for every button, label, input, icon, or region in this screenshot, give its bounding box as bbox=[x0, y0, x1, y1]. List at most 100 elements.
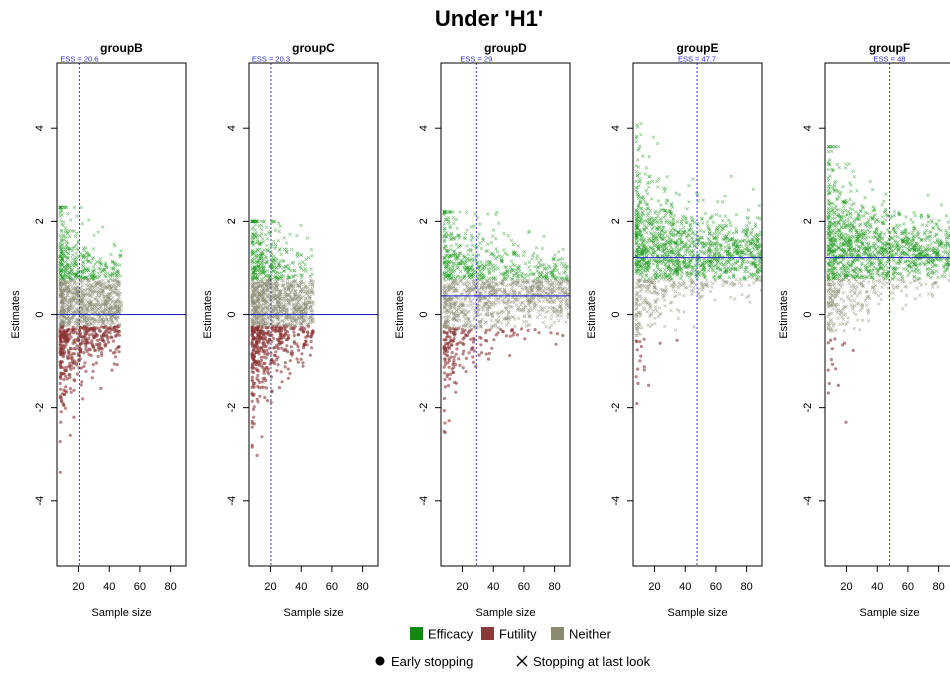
point-last-look bbox=[702, 230, 705, 233]
point-early-stopping bbox=[462, 366, 465, 369]
point-early-stopping bbox=[487, 358, 490, 361]
point-early-stopping bbox=[444, 431, 447, 434]
point-early-stopping bbox=[292, 331, 295, 334]
point-last-look bbox=[452, 216, 455, 219]
point-early-stopping bbox=[98, 342, 101, 345]
point-early-stopping bbox=[59, 388, 62, 391]
point-last-look bbox=[635, 180, 638, 183]
point-last-look bbox=[75, 215, 78, 218]
point-early-stopping bbox=[260, 356, 263, 359]
point-early-stopping bbox=[472, 341, 475, 344]
point-last-look bbox=[523, 277, 526, 280]
point-early-stopping bbox=[274, 330, 277, 333]
point-early-stopping bbox=[59, 471, 62, 474]
point-early-stopping bbox=[69, 387, 72, 390]
point-early-stopping bbox=[471, 355, 474, 358]
point-last-look bbox=[730, 175, 733, 178]
point-last-look bbox=[536, 255, 539, 258]
point-early-stopping bbox=[283, 328, 286, 331]
point-early-stopping bbox=[110, 369, 113, 372]
point-early-stopping bbox=[97, 348, 100, 351]
point-early-stopping bbox=[67, 349, 70, 352]
point-early-stopping bbox=[293, 342, 296, 345]
point-last-look bbox=[290, 248, 293, 251]
point-last-look bbox=[458, 245, 461, 248]
point-early-stopping bbox=[63, 369, 66, 372]
point-last-look bbox=[467, 253, 470, 256]
point-early-stopping bbox=[265, 356, 268, 359]
panels: groupBESS = 20.620 40 60 80-4-2024Sample si… bbox=[10, 41, 950, 619]
point-early-stopping bbox=[451, 368, 454, 371]
point-early-stopping bbox=[458, 364, 461, 367]
point-early-stopping bbox=[455, 343, 458, 346]
point-last-look bbox=[511, 301, 514, 304]
point-early-stopping bbox=[306, 331, 309, 334]
y-tick-label: 0 bbox=[226, 311, 238, 317]
point-last-look bbox=[636, 158, 639, 161]
point-early-stopping bbox=[251, 332, 254, 335]
point-last-look bbox=[490, 319, 493, 322]
point-last-look bbox=[465, 211, 468, 214]
point-last-look bbox=[283, 236, 286, 239]
point-last-look bbox=[502, 232, 505, 235]
point-early-stopping bbox=[257, 363, 260, 366]
point-early-stopping bbox=[276, 363, 279, 366]
point-last-look bbox=[93, 234, 96, 237]
point-early-stopping bbox=[485, 353, 488, 356]
point-early-stopping bbox=[90, 354, 93, 357]
point-last-look bbox=[294, 274, 297, 277]
point-early-stopping bbox=[275, 369, 278, 372]
point-early-stopping bbox=[252, 356, 255, 359]
point-last-look bbox=[539, 313, 542, 316]
point-last-look bbox=[265, 244, 268, 247]
point-last-look bbox=[635, 170, 638, 173]
point-early-stopping bbox=[265, 386, 268, 389]
point-early-stopping bbox=[448, 366, 451, 369]
point-last-look bbox=[305, 270, 308, 273]
point-early-stopping bbox=[61, 402, 64, 405]
point-early-stopping bbox=[505, 334, 508, 337]
point-last-look bbox=[81, 222, 84, 225]
point-last-look bbox=[251, 228, 254, 231]
point-last-look bbox=[300, 276, 303, 279]
point-last-look bbox=[302, 295, 305, 298]
point-early-stopping bbox=[468, 351, 471, 354]
point-early-stopping bbox=[254, 345, 257, 348]
point-early-stopping bbox=[443, 421, 446, 424]
point-last-look bbox=[109, 324, 112, 327]
point-last-look bbox=[265, 226, 268, 229]
point-last-look bbox=[59, 234, 62, 237]
point-early-stopping bbox=[63, 350, 66, 353]
y-tick-label: 0 bbox=[34, 311, 46, 317]
point-early-stopping bbox=[72, 366, 75, 369]
point-early-stopping bbox=[84, 348, 87, 351]
point-early-stopping bbox=[64, 375, 67, 378]
point-last-look bbox=[536, 316, 539, 319]
point-early-stopping bbox=[267, 330, 270, 333]
point-early-stopping bbox=[302, 346, 305, 349]
point-last-look bbox=[466, 229, 469, 232]
point-last-look bbox=[495, 211, 498, 214]
point-early-stopping bbox=[255, 342, 258, 345]
point-last-look bbox=[501, 255, 504, 258]
x-tick-label: 60 bbox=[518, 581, 530, 593]
point-early-stopping bbox=[461, 352, 464, 355]
point-early-stopping bbox=[118, 350, 121, 353]
point-early-stopping bbox=[60, 351, 63, 354]
point-last-look bbox=[277, 222, 280, 225]
point-last-look bbox=[495, 247, 498, 250]
point-early-stopping bbox=[81, 335, 84, 338]
point-last-look bbox=[500, 322, 503, 325]
point-early-stopping bbox=[443, 397, 446, 400]
point-early-stopping bbox=[251, 446, 254, 449]
point-early-stopping bbox=[91, 343, 94, 346]
point-last-look bbox=[311, 273, 314, 276]
point-early-stopping bbox=[643, 338, 646, 341]
point-early-stopping bbox=[302, 331, 305, 334]
point-last-look bbox=[74, 235, 77, 238]
point-early-stopping bbox=[262, 386, 265, 389]
point-early-stopping bbox=[273, 346, 276, 349]
point-last-look bbox=[272, 240, 275, 243]
point-early-stopping bbox=[291, 352, 294, 355]
x-tick-label: 20 bbox=[264, 581, 276, 593]
